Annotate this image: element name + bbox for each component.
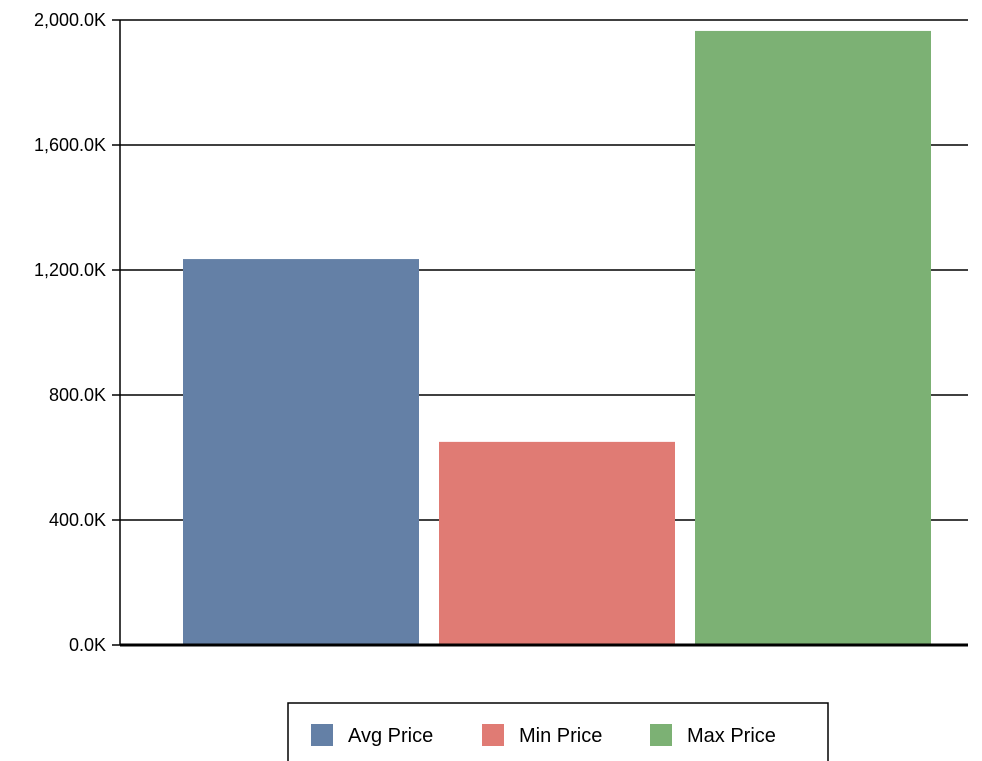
axes xyxy=(112,19,968,647)
legend-label-max-price: Max Price xyxy=(687,725,776,747)
bars xyxy=(183,30,931,645)
legend-swatch-avg-price xyxy=(311,724,333,746)
y-tick-labels: 0.0K 400.0K 800.0K 1,200.0K 1,600.0K 2,000.0K xyxy=(34,10,106,655)
y-tick-label: 400.0K xyxy=(49,510,106,530)
legend-swatch-max-price xyxy=(650,724,672,746)
bar-avg-price xyxy=(183,259,419,645)
legend-label-avg-price: Avg Price xyxy=(348,725,433,747)
legend-label-min-price: Min Price xyxy=(519,725,602,747)
bar-min-price xyxy=(439,441,675,645)
bar-max-price xyxy=(695,30,931,645)
y-tick-label: 2,000.0K xyxy=(34,10,106,30)
y-tick-label: 800.0K xyxy=(49,385,106,405)
legend-swatch-min-price xyxy=(482,724,504,746)
y-tick-label: 1,600.0K xyxy=(34,135,106,155)
legend-box xyxy=(287,702,829,761)
y-tick-label: 1,200.0K xyxy=(34,260,106,280)
y-tick-label: 0.0K xyxy=(69,635,106,655)
legend: Avg Price Min Price Max Price xyxy=(287,702,829,761)
